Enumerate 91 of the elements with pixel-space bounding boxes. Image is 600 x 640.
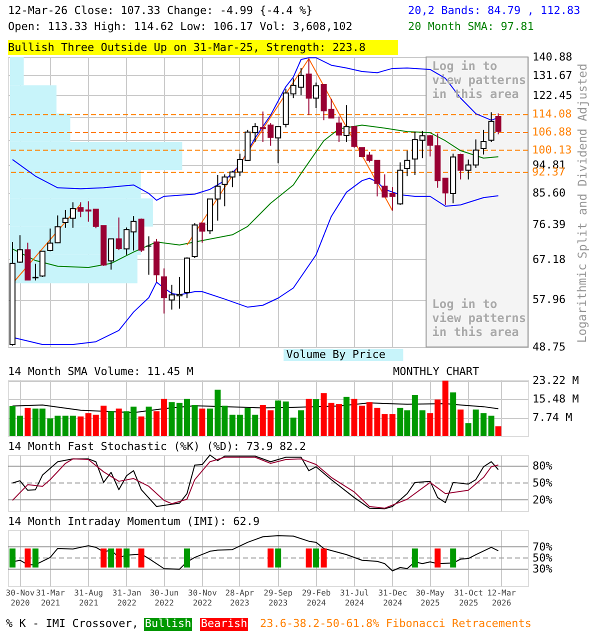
y-tick-label: 7.74 M — [532, 411, 573, 424]
y-tick-label: 50% — [532, 552, 553, 564]
bar — [488, 416, 494, 436]
candlestick — [442, 178, 448, 206]
text: MONTHLY CHART — [393, 365, 480, 378]
text: Bearish — [200, 617, 248, 630]
x-tick-label: 31-Oct 2025 — [454, 588, 484, 608]
x-tick-label: 30-Nov 2022 — [188, 588, 218, 608]
text: Bullish — [144, 617, 192, 630]
bar — [116, 408, 122, 436]
x-tick-label: 29-Feb 2024 — [302, 588, 331, 608]
x-tick-label: 30-May 2025 — [416, 588, 445, 608]
chart-subtitle: Open: 113.33 High: 114.62 Low: 106.17 Vol: 3,608,102 — [8, 20, 352, 33]
candlestick — [146, 236, 152, 276]
candlestick — [161, 268, 168, 314]
y-tick-label: 67.18 — [532, 252, 566, 266]
text: Volume By Price — [286, 348, 386, 361]
y-tick-label: 80% — [532, 460, 553, 473]
y-tick-label: 122.45 — [532, 88, 572, 102]
x-tick-label: 31-Mar 2021 — [36, 588, 66, 608]
bar — [138, 416, 144, 436]
text: 23.6-38.2-50-61.8% Fibonacci Retracements — [260, 617, 532, 630]
text: Logarithmic — [575, 264, 589, 343]
bar — [199, 408, 206, 436]
candlestick — [351, 126, 358, 148]
y-tick-label: 140.88 — [532, 50, 572, 64]
bar — [108, 411, 114, 436]
y-axis-title: Split and Dividend Adjusted — [576, 64, 590, 259]
y-tick-label: 50% — [532, 476, 553, 490]
x-tick-label: 30-Nov 2020 — [6, 588, 35, 608]
candlestick — [199, 222, 206, 244]
y-tick-label: 131.67 — [532, 68, 572, 82]
y-tick-label: 48.75 — [532, 340, 566, 354]
y-tick-label: 30% — [532, 562, 553, 576]
bar — [24, 408, 31, 436]
bar — [442, 380, 448, 436]
bar — [344, 396, 350, 436]
candlestick — [404, 150, 410, 177]
y-tick-label: 85.60 — [532, 186, 566, 200]
ref-line-label: 114.08 — [532, 108, 572, 121]
candlestick — [108, 238, 114, 270]
x-tick-label: 31-Aug 2021 — [74, 588, 104, 608]
y-tick-label: 57.96 — [532, 293, 566, 306]
bar — [313, 399, 320, 436]
candlestick — [32, 263, 38, 281]
candlestick — [116, 217, 122, 251]
x-tick-label: 30-Jun 2022 — [150, 588, 179, 608]
candlestick — [480, 129, 487, 156]
bar — [458, 410, 464, 436]
bar — [306, 398, 312, 436]
y-tick-label: 15.48 M — [532, 392, 580, 406]
bar — [275, 400, 282, 436]
text: 20,2 Bands: 84.79 , 112.83 — [408, 4, 580, 17]
candlestick — [344, 104, 350, 143]
y-tick-label: 23.22 M — [532, 374, 580, 388]
chart-title: 12-Mar-26 Close: 107.33 Change: -4.99 {-4.4 %} — [8, 4, 313, 17]
text: % K - IMI Crossover, — [6, 617, 138, 630]
x-tick-label: 31-Jul 2024 — [340, 588, 370, 608]
candlestick — [78, 202, 84, 218]
x-tick-label: 28-Apr 2023 — [225, 588, 254, 608]
candlestick — [495, 112, 502, 135]
text: 20 Month SMA: 97.81 — [408, 20, 534, 33]
candlestick — [16, 234, 23, 264]
bar — [78, 416, 84, 436]
text: Bullish Three Outside Up on 31-Mar-25, Strength: 223.8 — [8, 41, 366, 54]
chart-title: 14 Month Intraday Momentum (IMI): 62.9 — [8, 515, 260, 528]
x-tick-label: 12-Mar 2026 — [487, 588, 516, 608]
candlestick — [306, 58, 312, 116]
candlestick — [488, 112, 494, 143]
x-tick-label: 29-Sep 2023 — [264, 588, 293, 608]
candlestick — [275, 126, 282, 164]
candlestick — [336, 116, 342, 143]
y-tick-label: 76.39 — [532, 218, 566, 231]
candlestick — [313, 82, 320, 108]
x-tick-label: 31-Dec 2024 — [378, 588, 408, 608]
x-tick-label: 31-Jan 2022 — [112, 588, 142, 608]
candlestick — [389, 186, 396, 212]
ref-line-label: 106.88 — [532, 125, 572, 138]
text: Log in to view patterns in this area — [432, 297, 526, 339]
y-tick-label: 20% — [532, 493, 553, 506]
bar — [146, 406, 152, 436]
bar — [389, 414, 396, 436]
chart-title: 14 Month SMA Volume: 11.45 M — [8, 365, 194, 378]
y-tick-label: 70% — [532, 540, 553, 554]
ref-line-label: 100.13 — [532, 143, 572, 156]
candlestick — [222, 174, 228, 207]
bar — [450, 392, 456, 436]
chart-title: 14 Month Fast Stochastic (%K) (%D): 73.9 82.2 — [8, 440, 306, 453]
bar — [495, 426, 502, 436]
candlestick — [382, 174, 388, 198]
candlestick — [458, 153, 464, 180]
